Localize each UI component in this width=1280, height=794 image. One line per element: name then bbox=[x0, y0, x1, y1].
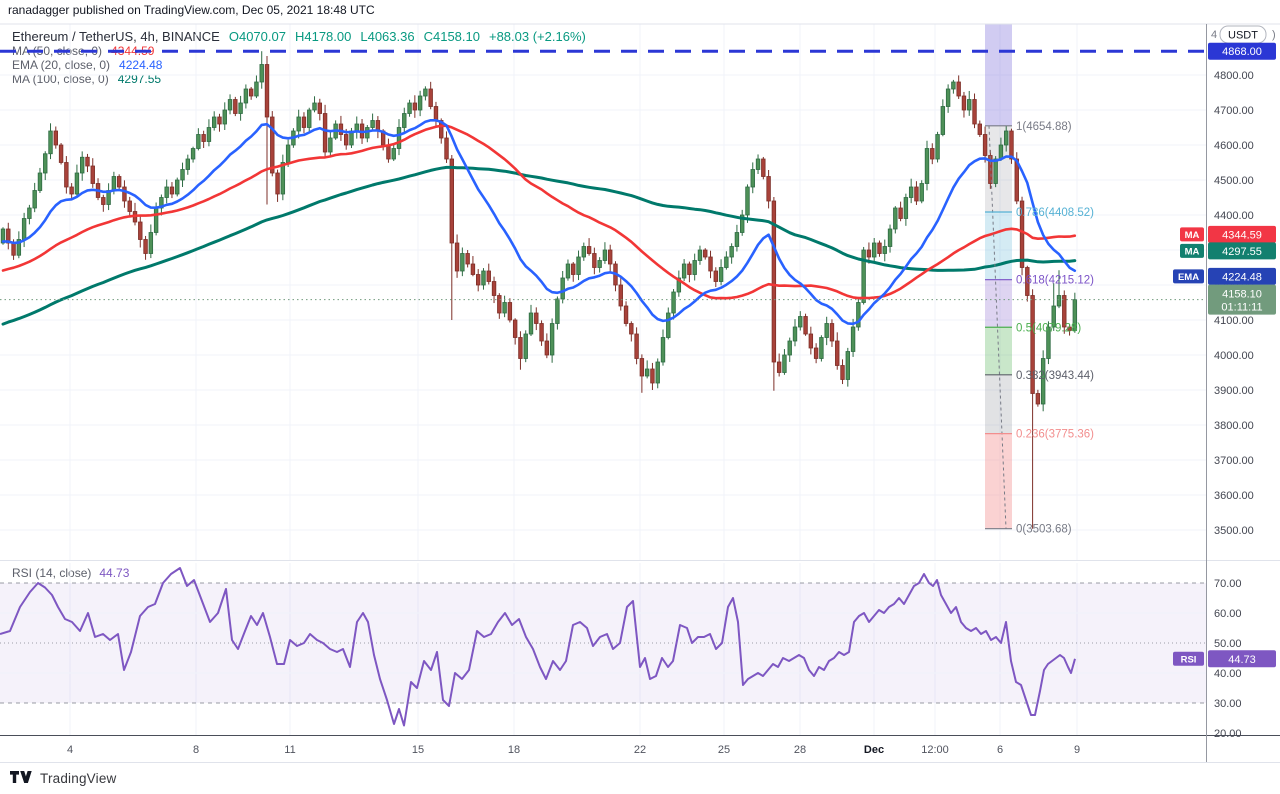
svg-text:30.00: 30.00 bbox=[1214, 698, 1242, 710]
svg-text:4500.00: 4500.00 bbox=[1214, 175, 1254, 187]
svg-text:1(4654.88): 1(4654.88) bbox=[1016, 121, 1072, 133]
svg-text:3800.00: 3800.00 bbox=[1214, 420, 1254, 432]
svg-text:12:00: 12:00 bbox=[921, 744, 949, 756]
tradingview-logo bbox=[10, 771, 32, 783]
ema-20-line bbox=[1, 119, 1077, 326]
svg-text:EMA: EMA bbox=[1178, 272, 1199, 283]
svg-text:60.00: 60.00 bbox=[1214, 608, 1242, 620]
svg-text:0.786(4408.52): 0.786(4408.52) bbox=[1016, 207, 1094, 219]
svg-text:50.00: 50.00 bbox=[1214, 638, 1242, 650]
pane-borders bbox=[0, 23, 1280, 763]
svg-text:4224.48: 4224.48 bbox=[1222, 271, 1262, 283]
rsi-label: RSI (14, close) bbox=[12, 566, 92, 580]
svg-text:4400.00: 4400.00 bbox=[1214, 210, 1254, 222]
tradingview-footer[interactable]: TradingView bbox=[10, 770, 117, 786]
svg-text:4: 4 bbox=[67, 744, 73, 756]
ma50-value: 4344.59 bbox=[111, 44, 155, 58]
svg-text:0(3503.68): 0(3503.68) bbox=[1016, 524, 1072, 536]
price-axis[interactable]: 4800.004700.004600.004500.004400.004300.… bbox=[1211, 29, 1276, 740]
axis-badges[interactable]: 4868.00 MA 4344.59 MA 4297.55 EMA 4224.48 4158.… bbox=[1173, 42, 1276, 668]
fib-levels: 1(4654.88) 0.786(4408.52) 0.618(4215.12) 0.… bbox=[985, 121, 1094, 536]
svg-text:0.382(3943.44): 0.382(3943.44) bbox=[1016, 370, 1094, 382]
ema20-value: 4224.48 bbox=[119, 58, 163, 72]
svg-text:70.00: 70.00 bbox=[1214, 578, 1242, 590]
svg-text:4344.59: 4344.59 bbox=[1222, 229, 1262, 241]
svg-text:MA: MA bbox=[1185, 246, 1200, 257]
svg-text:Dec: Dec bbox=[864, 744, 884, 756]
svg-text:): ) bbox=[1272, 29, 1276, 41]
svg-text:18: 18 bbox=[508, 744, 520, 756]
symbol-title[interactable]: Ethereum / TetherUS, 4h, BINANCE bbox=[12, 28, 220, 44]
ma-50-line bbox=[1, 124, 1077, 300]
svg-text:4800.00: 4800.00 bbox=[1214, 70, 1254, 82]
svg-text:25: 25 bbox=[718, 744, 730, 756]
svg-text:3700.00: 3700.00 bbox=[1214, 455, 1254, 467]
svg-text:22: 22 bbox=[634, 744, 646, 756]
svg-text:3500.00: 3500.00 bbox=[1214, 525, 1254, 537]
svg-text:9: 9 bbox=[1074, 744, 1080, 756]
svg-text:4600.00: 4600.00 bbox=[1214, 140, 1254, 152]
ohlc-high: H4178.00 bbox=[294, 28, 352, 44]
rsi-legend[interactable]: RSI (14, close) 44.73 bbox=[12, 566, 129, 580]
svg-text:8: 8 bbox=[193, 744, 199, 756]
ohlc-change: +88.03 (+2.16%) bbox=[488, 28, 586, 44]
ema20-label: EMA (20, close, 0) bbox=[12, 58, 111, 72]
svg-text:28: 28 bbox=[794, 744, 806, 756]
publish-info: ranadagger published on TradingView.com,… bbox=[8, 3, 375, 17]
svg-text:4700.00: 4700.00 bbox=[1214, 105, 1254, 117]
svg-text:3600.00: 3600.00 bbox=[1214, 490, 1254, 502]
svg-text:0.5(4079.28): 0.5(4079.28) bbox=[1016, 322, 1081, 334]
svg-text:4297.55: 4297.55 bbox=[1222, 246, 1262, 258]
svg-text:4100.00: 4100.00 bbox=[1214, 315, 1254, 327]
svg-text:4158.10: 4158.10 bbox=[1222, 289, 1262, 301]
svg-text:4868.00: 4868.00 bbox=[1222, 46, 1262, 58]
svg-text:0.236(3775.36): 0.236(3775.36) bbox=[1016, 429, 1094, 441]
ohlc-open: O4070.07 bbox=[228, 28, 286, 44]
svg-text:11: 11 bbox=[284, 744, 295, 756]
usdt-unit-button[interactable]: USDT bbox=[1219, 25, 1267, 44]
svg-text:0.618(4215.12): 0.618(4215.12) bbox=[1016, 275, 1094, 287]
candlestick-series[interactable] bbox=[0, 51, 1078, 529]
tradingview-brand-text: TradingView bbox=[40, 770, 117, 786]
svg-text:20.00: 20.00 bbox=[1214, 728, 1242, 740]
svg-text:3900.00: 3900.00 bbox=[1214, 385, 1254, 397]
svg-text:6: 6 bbox=[997, 744, 1003, 756]
svg-text:4000.00: 4000.00 bbox=[1214, 350, 1254, 362]
rsi-value: 44.73 bbox=[99, 566, 130, 580]
svg-text:USDT: USDT bbox=[1228, 30, 1258, 42]
svg-text:MA: MA bbox=[1185, 230, 1200, 241]
time-axis[interactable]: 4 8 11 15 18 22 25 28 Dec 12:00 6 9 bbox=[67, 744, 1080, 756]
indicator-legend-ema20[interactable]: EMA (20, close, 0) 4224.48 bbox=[12, 58, 586, 72]
svg-text:15: 15 bbox=[412, 744, 424, 756]
ma-100-line bbox=[1, 165, 1077, 326]
price-lines bbox=[0, 49, 1206, 301]
ohlc-low: L4063.36 bbox=[360, 28, 415, 44]
ohlc-close: C4158.10 bbox=[423, 28, 480, 44]
rsi-pane[interactable] bbox=[0, 567, 1206, 727]
symbol-legend-row: Ethereum / TetherUS, 4h, BINANCE O4070.0… bbox=[12, 28, 586, 44]
svg-text:40.00: 40.00 bbox=[1214, 668, 1242, 680]
svg-text:44.73: 44.73 bbox=[1228, 654, 1256, 666]
svg-text:4: 4 bbox=[1211, 29, 1217, 41]
fib-retracement[interactable] bbox=[985, 24, 1012, 529]
svg-text:RSI: RSI bbox=[1181, 654, 1197, 665]
svg-text:01:11:11: 01:11:11 bbox=[1221, 302, 1262, 314]
